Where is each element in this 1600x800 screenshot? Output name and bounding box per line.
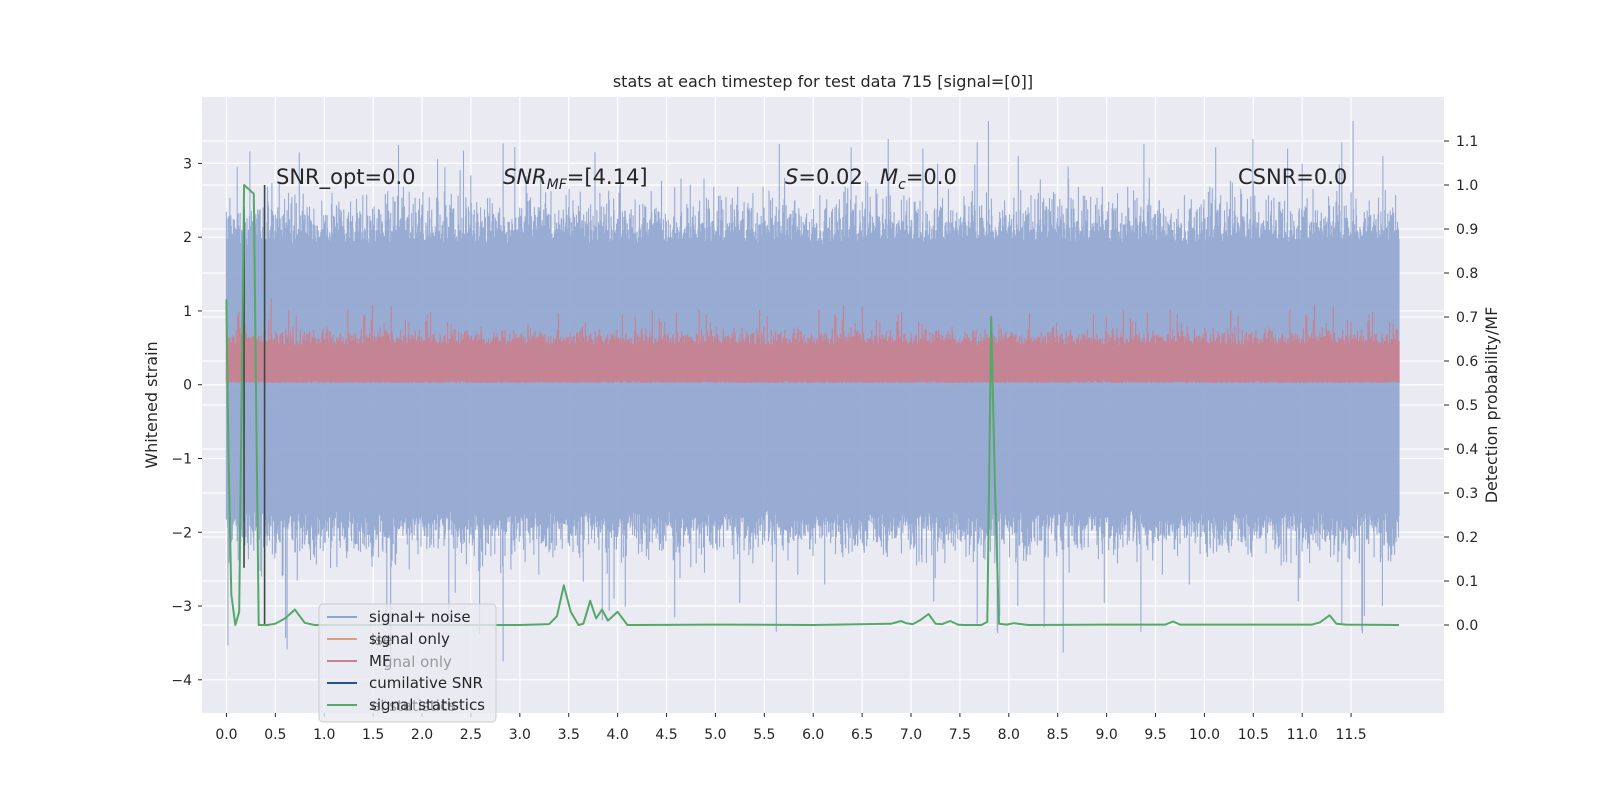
x-tick-label: 10.0 (1189, 727, 1220, 743)
x-tick-label: 11.5 (1336, 727, 1367, 743)
mc-value: =0.0 (906, 165, 957, 189)
right-tick-label: 1.0 (1456, 178, 1478, 194)
legend-shadow-text: gnal only (383, 653, 452, 671)
y-tick-label: 2 (183, 230, 192, 246)
snr-mf-annotation: SNRMF=[4.14] (503, 165, 648, 193)
right-tick-label: 0.6 (1456, 354, 1478, 370)
x-tick-label: 11.0 (1287, 727, 1318, 743)
y-tick-label: −2 (171, 525, 192, 541)
snr-opt-annotation: SNR_opt=0.0 (276, 165, 416, 190)
y-tick-label: −3 (171, 599, 192, 615)
x-tick-label: 6.0 (802, 727, 824, 743)
x-tick-label: 7.0 (900, 727, 922, 743)
chart-title: stats at each timestep for test data 715… (613, 72, 1033, 91)
x-tick-label: 6.5 (851, 727, 873, 743)
s-symbol: S (785, 165, 798, 189)
x-tick-label: 5.0 (704, 727, 726, 743)
right-axis-ticks: 1.1 1.0 0.9 0.8 0.7 0.6 0.5 0.4 0.3 0.2 0.1 0.0 (1444, 134, 1478, 634)
x-tick-label: 3.0 (509, 727, 531, 743)
x-tick-label: 0.0 (215, 727, 237, 743)
x-axis-ticks: 0.0 0.5 1.0 1.5 2.0 2.5 3.0 3.5 4.0 4.5 5.0 5.5 6.0 6… (215, 713, 1367, 743)
y-axis-label: Whitened strain (142, 341, 161, 468)
snr-mf-value: =[4.14] (567, 165, 648, 189)
csnr-annotation: CSNR=0.0 (1238, 165, 1347, 189)
right-tick-label: 0.2 (1456, 530, 1478, 546)
right-tick-label: 0.8 (1456, 266, 1478, 282)
legend: ise gnal only el statistics signal+ nois… (318, 603, 497, 723)
right-tick-label: 1.1 (1456, 134, 1478, 150)
snr-mf-symbol: SNR (503, 165, 547, 189)
right-tick-label: 0.0 (1456, 618, 1478, 634)
x-tick-label: 1.5 (362, 727, 384, 743)
signal-statistics-series (225, 184, 1400, 626)
x-tick-label: 3.5 (558, 727, 580, 743)
snr-mf-subscript: MF (547, 177, 568, 193)
right-tick-label: 0.9 (1456, 222, 1478, 238)
mc-symbol: M (880, 165, 898, 189)
right-tick-label: 0.7 (1456, 310, 1478, 326)
y-tick-label: 1 (183, 304, 192, 320)
signal-statistics-line (225, 184, 1400, 626)
x-tick-label: 2.5 (460, 727, 482, 743)
x-tick-label: 0.5 (264, 727, 286, 743)
y-tick-label: −4 (171, 673, 192, 689)
x-tick-label: 9.5 (1144, 727, 1166, 743)
x-tick-label: 7.5 (949, 727, 971, 743)
legend-label-signal-statistics: signal statistics (369, 696, 485, 714)
legend-shadow-text: ise (371, 631, 392, 649)
x-tick-label: 2.0 (411, 727, 433, 743)
x-tick-label: 9.0 (1095, 727, 1117, 743)
y-axis-ticks: 3 2 1 0 −1 −2 −3 −4 (171, 156, 202, 689)
right-axis-label: Detection probability/MF (1482, 307, 1501, 504)
right-tick-label: 0.5 (1456, 398, 1478, 414)
mc-annotation: Mc=0.0 (880, 165, 957, 193)
right-tick-label: 0.3 (1456, 486, 1478, 502)
s-annotation: S=0.02 (785, 165, 863, 189)
x-tick-label: 4.0 (606, 727, 628, 743)
right-tick-label: 0.4 (1456, 442, 1478, 458)
x-tick-label: 5.5 (753, 727, 775, 743)
y-tick-label: 0 (183, 378, 192, 394)
legend-frame (318, 603, 497, 723)
x-tick-label: 8.5 (1047, 727, 1069, 743)
legend-shadow-text: el statistics (371, 697, 456, 715)
legend-label-signal-noise: signal+ noise (369, 608, 471, 626)
s-value: =0.02 (798, 165, 862, 189)
legend-label-mf: MF (369, 652, 391, 670)
x-tick-label: 8.0 (998, 727, 1020, 743)
y-tick-label: 3 (183, 156, 192, 172)
legend-label-cumulative-snr: cumilative SNR (369, 674, 483, 692)
x-tick-label: 10.5 (1238, 727, 1269, 743)
mc-subscript: c (898, 177, 906, 193)
legend-label-signal-only: signal only (369, 630, 450, 648)
x-tick-label: 1.0 (313, 727, 335, 743)
x-tick-label: 4.5 (655, 727, 677, 743)
right-tick-label: 0.1 (1456, 574, 1478, 590)
y-tick-label: −1 (171, 451, 192, 467)
